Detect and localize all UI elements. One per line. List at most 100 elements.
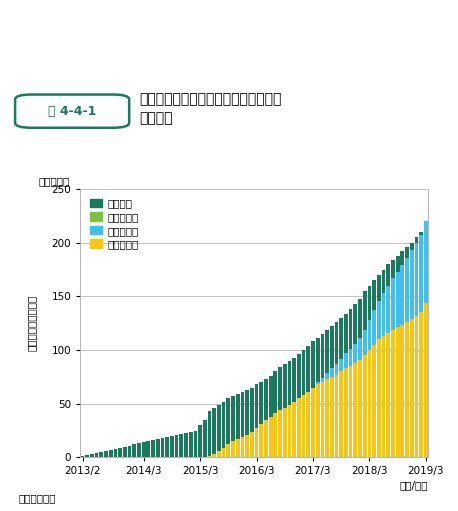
Bar [81,456,84,457]
Bar [273,371,277,413]
Bar [419,232,423,235]
Bar [325,330,329,373]
Bar [396,272,399,328]
Bar [349,309,353,349]
Bar [354,343,357,363]
FancyBboxPatch shape [15,95,129,128]
Bar [90,454,94,457]
Bar [368,286,371,320]
Text: （年/月）: （年/月） [400,480,428,490]
Bar [194,430,197,457]
Bar [151,440,155,457]
Bar [335,364,338,375]
Bar [363,291,366,330]
Bar [236,394,240,439]
Bar [283,408,287,457]
Bar [170,436,174,457]
Bar [372,344,376,457]
Bar [400,326,404,457]
Bar [330,327,334,368]
Bar [207,411,212,456]
Bar [259,382,263,424]
Bar [245,435,249,457]
Bar [306,346,310,392]
Bar [297,399,301,457]
Bar [410,250,414,319]
Bar [264,379,268,420]
Bar [123,447,127,457]
Bar [222,402,225,448]
Bar [354,363,357,457]
Bar [335,322,338,364]
Bar [335,375,338,457]
Bar [424,303,428,457]
Bar [213,454,216,457]
Bar [414,237,418,243]
Bar [184,433,188,457]
Bar [358,360,362,457]
Bar [377,339,381,457]
Bar [391,260,395,278]
Bar [368,350,371,457]
Bar [104,451,108,457]
Bar [396,328,399,457]
Legend: 搬入済量, 埋立処分済, 焼却処理済, 再生利用済: 搬入済量, 埋立処分済, 焼却処理済, 再生利用済 [85,194,142,253]
Bar [95,453,98,457]
Bar [207,456,212,457]
Bar [231,441,235,457]
Bar [358,298,362,338]
Text: 資料：環境省: 資料：環境省 [18,493,56,503]
Bar [405,322,409,457]
Bar [410,243,414,250]
Bar [311,341,315,387]
Bar [292,402,296,457]
Bar [306,392,310,457]
Bar [387,286,390,333]
Bar [302,350,305,395]
Bar [198,425,202,457]
Bar [316,382,320,384]
Bar [137,444,141,457]
Bar [325,379,329,457]
Bar [250,387,254,432]
Bar [302,395,305,457]
Text: 仮置場への搬入済量: 仮置場への搬入済量 [27,295,37,352]
Bar [424,221,428,303]
Bar [264,420,268,457]
Bar [203,420,207,457]
Bar [236,439,240,457]
Bar [339,371,343,457]
Bar [255,428,258,457]
Bar [132,445,136,457]
Bar [288,405,291,457]
Bar [99,452,103,457]
Bar [368,320,371,350]
Bar [400,251,404,265]
Bar [339,359,343,371]
Text: （万トン）: （万トン） [39,176,70,187]
Bar [349,366,353,457]
Bar [226,399,230,445]
Bar [142,443,146,457]
Bar [217,451,221,457]
Bar [222,448,225,457]
Bar [391,330,395,457]
Bar [165,437,169,457]
Bar [288,361,291,405]
Bar [297,354,301,399]
Bar [344,368,348,457]
Bar [414,243,418,316]
Bar [358,338,362,360]
Bar [213,408,216,454]
Bar [321,334,324,378]
Bar [245,390,249,435]
Bar [391,278,395,330]
Bar [321,378,324,382]
Bar [377,300,381,339]
Bar [292,358,296,402]
Bar [330,377,334,457]
Bar [278,367,282,410]
Bar [316,384,320,457]
Bar [174,435,179,457]
Bar [311,387,315,457]
